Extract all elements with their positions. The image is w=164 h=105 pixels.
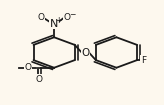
Text: O: O [81,47,89,58]
Text: O: O [36,75,43,84]
Text: F: F [141,56,146,65]
Text: N: N [50,19,58,29]
Text: O: O [64,13,71,22]
Text: O: O [38,13,44,22]
Text: −: − [69,10,75,19]
Text: +: + [55,16,61,25]
Text: O: O [24,63,31,72]
